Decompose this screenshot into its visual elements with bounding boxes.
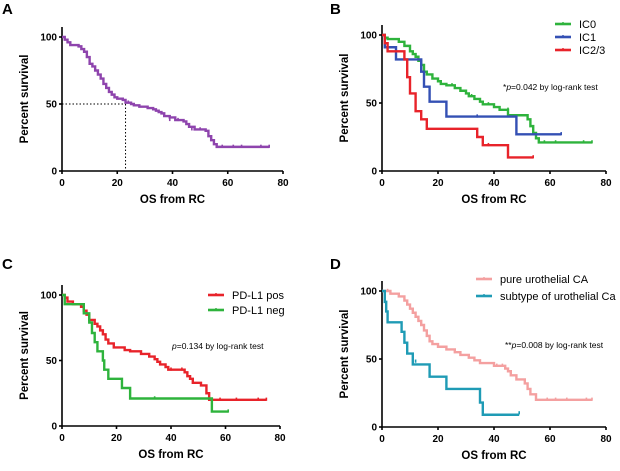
series-all-patients (62, 35, 270, 149)
legend-label: IC1 (579, 32, 596, 44)
series-ic0 (382, 33, 593, 144)
x-tick-label: 80 (277, 178, 289, 189)
legend-item: pure urothelial CA (476, 274, 589, 286)
x-axis-title: OS from RC (461, 450, 526, 462)
chart-panel-a: A 0 50 100 0 20 40 60 80 OS from RC Percent surviv… (2, 1, 289, 206)
legend-label: subtype of urothelial Ca (500, 291, 616, 303)
survival-curve (382, 289, 520, 416)
x-tick-label: 20 (432, 434, 444, 445)
survival-curve (62, 35, 270, 149)
legend-item: PD-L1 neg (208, 305, 285, 317)
p-symbol: p (171, 341, 177, 351)
x-tick-label: 60 (544, 434, 556, 445)
legend-item: PD-L1 pos (208, 290, 284, 302)
x-tick-label: 60 (220, 433, 232, 444)
chart-panel-c: C 0 50 100 0 20 40 60 80 OS from RC Percent surviv… (2, 256, 286, 461)
y-tick-label: 50 (46, 356, 58, 367)
legend-item: IC1 (555, 32, 596, 44)
y-axis-title: Percent survival (339, 54, 351, 143)
legend-label: PD-L1 neg (232, 305, 285, 317)
x-tick-label: 40 (488, 178, 500, 189)
panel-letter: D (330, 256, 341, 273)
y-tick-label: 0 (371, 423, 377, 434)
y-tick-label: 100 (360, 287, 377, 298)
survival-curve (382, 33, 562, 136)
x-tick-label: 20 (111, 433, 123, 444)
survival-curve (382, 33, 592, 144)
x-tick-label: 80 (600, 178, 612, 189)
x-tick-label: 60 (544, 178, 556, 189)
p-value-text: =0.134 by log-rank test (177, 341, 264, 351)
survival-curve (382, 289, 592, 401)
series-pd-l1-neg (62, 293, 230, 413)
x-tick-label: 0 (59, 178, 65, 189)
legend-label: IC0 (579, 19, 596, 31)
series-ic2-3 (382, 33, 535, 159)
legend-label: IC2/3 (579, 45, 605, 57)
y-tick-label: 0 (371, 167, 377, 178)
y-tick-label: 100 (360, 31, 377, 42)
p-value-text: =0.042 by log-rank test (511, 82, 598, 92)
p-value-annotation: *p=0.042 by log-rank test (503, 82, 598, 92)
y-tick-label: 50 (366, 99, 378, 110)
p-symbol: p (511, 340, 517, 350)
panel-letter: A (2, 1, 13, 18)
x-tick-label: 40 (165, 433, 177, 444)
y-tick-label: 50 (366, 355, 378, 366)
legend-item: subtype of urothelial Ca (476, 291, 616, 303)
significance-stars: * (503, 82, 507, 92)
chart-panel-b: B 0 50 100 0 20 40 60 80 OS from RC Percent surviv… (330, 1, 612, 206)
x-axis-title: OS from RC (461, 194, 526, 206)
y-axis-title: Percent survival (19, 55, 31, 144)
p-symbol: p (505, 82, 511, 92)
x-tick-label: 40 (167, 178, 179, 189)
y-tick-label: 100 (40, 33, 57, 44)
series-ic1 (382, 33, 563, 136)
x-tick-label: 0 (379, 434, 385, 445)
y-tick-label: 0 (51, 167, 57, 178)
legend-label: PD-L1 pos (232, 290, 284, 302)
x-axis-title: OS from RC (138, 449, 203, 461)
y-axis-title: Percent survival (339, 310, 351, 399)
x-tick-label: 60 (222, 178, 234, 189)
significance-stars: ** (505, 340, 512, 350)
y-tick-label: 0 (51, 422, 57, 433)
p-value-text: =0.008 by log-rank test (516, 340, 603, 350)
legend-label: pure urothelial CA (500, 274, 589, 286)
survival-curve (382, 33, 534, 159)
survival-curve (62, 293, 229, 413)
x-tick-label: 20 (112, 178, 124, 189)
x-axis-title: OS from RC (140, 194, 205, 206)
panel-letter: C (2, 256, 13, 273)
series-pure-urothelial-ca (382, 288, 593, 401)
y-axis-title: Percent survival (19, 311, 31, 400)
legend-item: IC2/3 (555, 45, 605, 57)
x-tick-label: 0 (59, 433, 65, 444)
x-tick-label: 0 (379, 178, 385, 189)
chart-panel-d: D 0 50 100 0 20 40 60 80 OS from RC Percent surviv… (330, 256, 616, 462)
legend-item: IC0 (555, 19, 596, 31)
x-tick-label: 80 (274, 433, 286, 444)
x-tick-label: 20 (432, 178, 444, 189)
p-value-annotation: **p=0.008 by log-rank test (505, 340, 604, 350)
x-tick-label: 80 (600, 434, 612, 445)
x-tick-label: 40 (488, 434, 500, 445)
y-tick-label: 50 (46, 100, 58, 111)
panel-letter: B (330, 1, 341, 18)
p-value-annotation: p=0.134 by log-rank test (171, 341, 264, 351)
series-subtype-of-urothelial-ca (382, 289, 521, 416)
y-tick-label: 100 (40, 291, 57, 302)
